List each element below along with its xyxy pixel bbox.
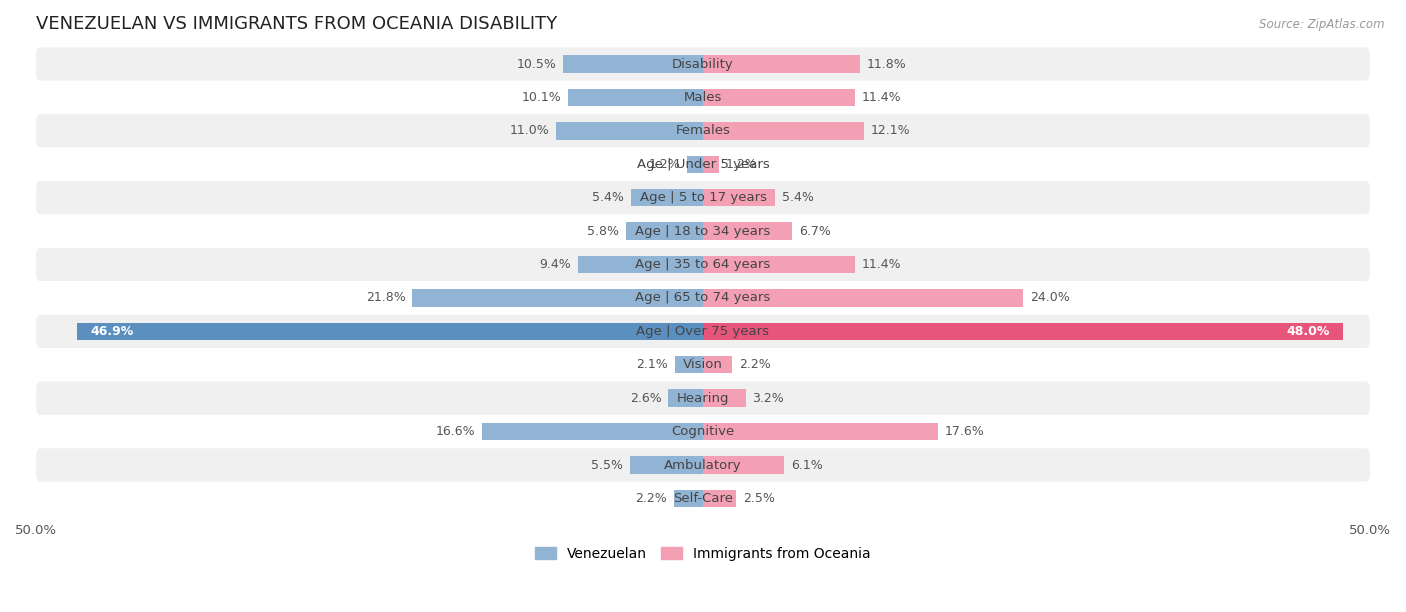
Text: 6.1%: 6.1% (792, 458, 823, 471)
Text: 17.6%: 17.6% (945, 425, 984, 438)
Text: 2.2%: 2.2% (636, 492, 666, 505)
Text: Vision: Vision (683, 358, 723, 371)
Bar (482, 423, 703, 440)
Bar (703, 189, 775, 206)
Text: 46.9%: 46.9% (91, 325, 134, 338)
Bar (557, 122, 703, 140)
FancyBboxPatch shape (37, 181, 1369, 214)
Text: 3.2%: 3.2% (752, 392, 785, 405)
Bar (412, 289, 703, 307)
FancyBboxPatch shape (37, 282, 1369, 315)
FancyBboxPatch shape (37, 214, 1369, 248)
Text: 5.4%: 5.4% (782, 191, 814, 204)
Text: 11.0%: 11.0% (510, 124, 550, 137)
Text: 11.4%: 11.4% (862, 258, 901, 271)
Bar (675, 356, 703, 373)
Bar (703, 423, 938, 440)
Bar (673, 490, 703, 507)
Bar (703, 356, 733, 373)
FancyBboxPatch shape (37, 381, 1369, 415)
Text: 5.5%: 5.5% (591, 458, 623, 471)
Text: Disability: Disability (672, 58, 734, 70)
FancyBboxPatch shape (37, 147, 1369, 181)
FancyBboxPatch shape (37, 315, 1369, 348)
Text: Age | 18 to 34 years: Age | 18 to 34 years (636, 225, 770, 237)
Text: 9.4%: 9.4% (538, 258, 571, 271)
Text: 16.6%: 16.6% (436, 425, 475, 438)
Text: 1.2%: 1.2% (725, 158, 758, 171)
Text: 10.1%: 10.1% (522, 91, 561, 104)
Text: VENEZUELAN VS IMMIGRANTS FROM OCEANIA DISABILITY: VENEZUELAN VS IMMIGRANTS FROM OCEANIA DI… (37, 15, 557, 33)
Text: Self-Care: Self-Care (673, 492, 733, 505)
Text: Ambulatory: Ambulatory (664, 458, 742, 471)
FancyBboxPatch shape (37, 248, 1369, 282)
Bar (703, 323, 1343, 340)
Text: Hearing: Hearing (676, 392, 730, 405)
Bar (703, 490, 737, 507)
Text: Males: Males (683, 91, 723, 104)
Bar (688, 155, 703, 173)
Bar (703, 122, 865, 140)
Bar (568, 89, 703, 106)
Text: 12.1%: 12.1% (872, 124, 911, 137)
Legend: Venezuelan, Immigrants from Oceania: Venezuelan, Immigrants from Oceania (530, 541, 876, 566)
Text: Females: Females (675, 124, 731, 137)
Bar (703, 389, 745, 407)
Bar (703, 155, 718, 173)
Text: 1.2%: 1.2% (648, 158, 681, 171)
Text: 5.8%: 5.8% (586, 225, 619, 237)
Text: Age | 5 to 17 years: Age | 5 to 17 years (640, 191, 766, 204)
FancyBboxPatch shape (37, 81, 1369, 114)
Text: 10.5%: 10.5% (516, 58, 557, 70)
Text: Age | Over 75 years: Age | Over 75 years (637, 325, 769, 338)
FancyBboxPatch shape (37, 415, 1369, 449)
Bar (703, 289, 1024, 307)
Bar (626, 222, 703, 240)
Text: Age | Under 5 years: Age | Under 5 years (637, 158, 769, 171)
Text: Cognitive: Cognitive (672, 425, 734, 438)
Text: 24.0%: 24.0% (1029, 291, 1070, 304)
FancyBboxPatch shape (37, 482, 1369, 515)
Bar (578, 256, 703, 273)
Text: Age | 35 to 64 years: Age | 35 to 64 years (636, 258, 770, 271)
Text: Age | 65 to 74 years: Age | 65 to 74 years (636, 291, 770, 304)
Bar (668, 389, 703, 407)
Bar (630, 457, 703, 474)
Text: 2.2%: 2.2% (740, 358, 770, 371)
Bar (631, 189, 703, 206)
Text: 11.8%: 11.8% (868, 58, 907, 70)
FancyBboxPatch shape (37, 449, 1369, 482)
Text: 21.8%: 21.8% (366, 291, 405, 304)
Text: 6.7%: 6.7% (799, 225, 831, 237)
Text: 48.0%: 48.0% (1286, 325, 1330, 338)
Bar (703, 55, 860, 73)
Bar (703, 222, 793, 240)
Text: 2.6%: 2.6% (630, 392, 662, 405)
Text: 2.5%: 2.5% (742, 492, 775, 505)
FancyBboxPatch shape (37, 47, 1369, 81)
Bar (562, 55, 703, 73)
Bar (703, 89, 855, 106)
Bar (703, 457, 785, 474)
Text: 5.4%: 5.4% (592, 191, 624, 204)
FancyBboxPatch shape (37, 348, 1369, 381)
Bar (77, 323, 703, 340)
FancyBboxPatch shape (37, 114, 1369, 147)
Text: 2.1%: 2.1% (637, 358, 668, 371)
Bar (703, 256, 855, 273)
Text: 11.4%: 11.4% (862, 91, 901, 104)
Text: Source: ZipAtlas.com: Source: ZipAtlas.com (1260, 18, 1385, 31)
